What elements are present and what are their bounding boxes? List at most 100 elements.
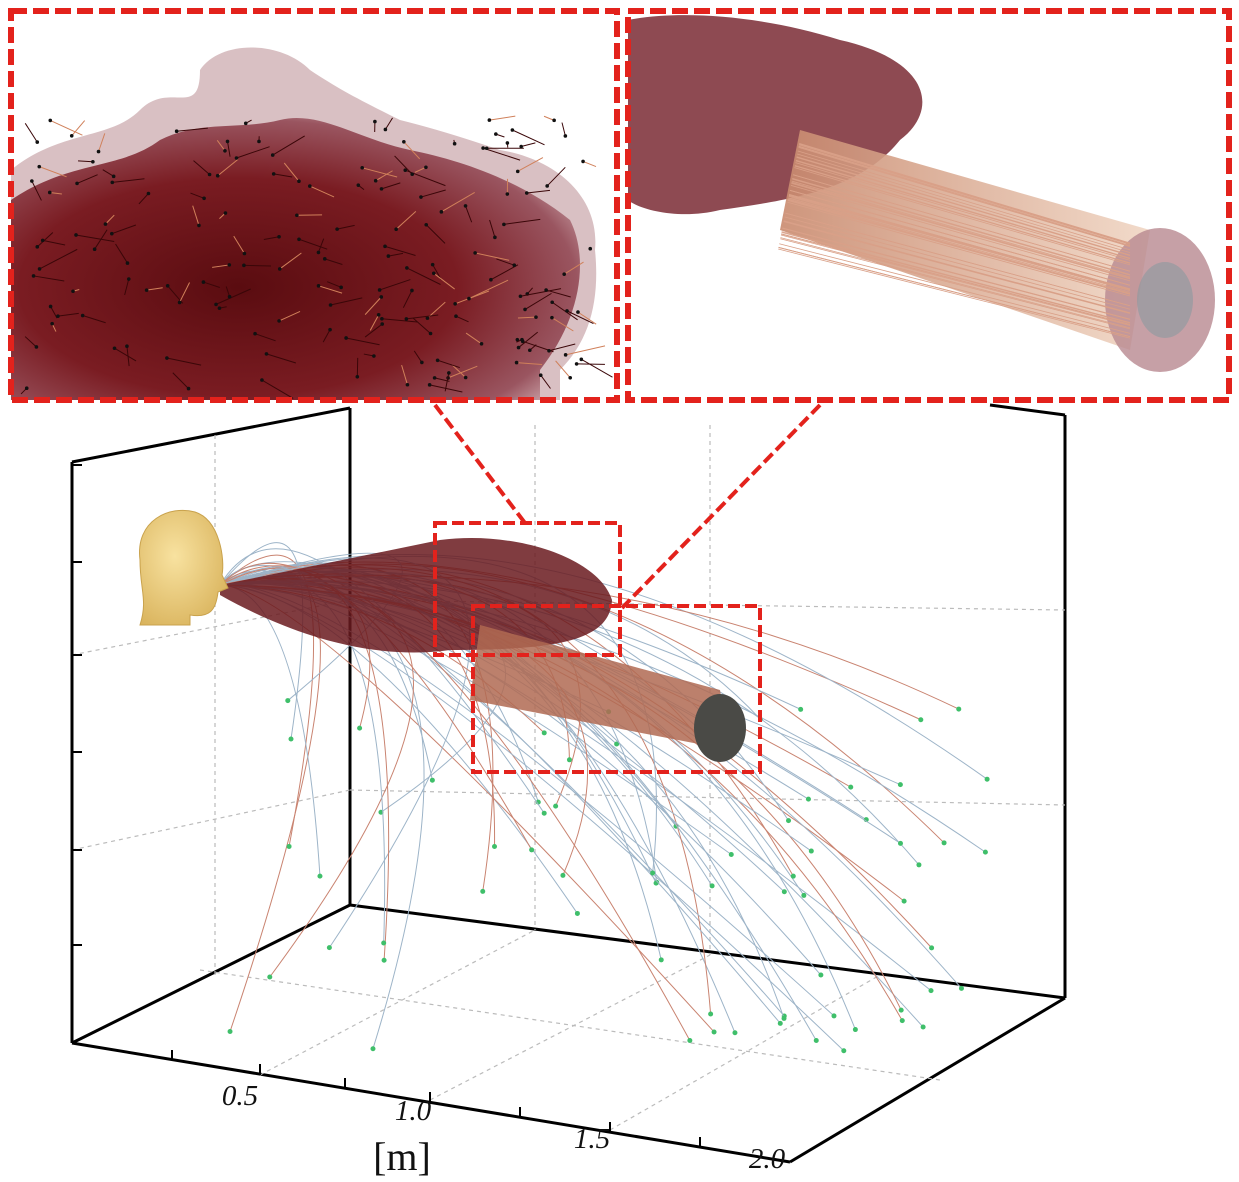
droplet [285, 698, 290, 703]
droplet [38, 267, 42, 271]
droplet [525, 191, 529, 195]
zoom-connector [622, 405, 820, 608]
droplet [428, 383, 432, 387]
droplet [48, 191, 52, 195]
droplet [379, 295, 383, 299]
droplet [512, 263, 516, 267]
droplet [520, 338, 524, 342]
droplet [853, 1027, 858, 1032]
zoom-connector [435, 405, 525, 523]
jet-front [694, 694, 746, 762]
droplet [360, 166, 364, 170]
droplet [317, 251, 321, 255]
droplet [81, 314, 85, 318]
droplet [942, 840, 947, 845]
droplet [419, 195, 423, 199]
droplet [110, 181, 114, 185]
droplet [224, 211, 228, 215]
droplet [272, 172, 276, 176]
droplet [35, 345, 39, 349]
droplet [410, 172, 414, 176]
droplet [494, 132, 498, 136]
droplet [145, 288, 149, 292]
droplet [515, 361, 519, 365]
inset-left [11, 11, 617, 400]
trajectory [220, 583, 424, 1049]
droplet [147, 192, 151, 196]
tick-label: 1.0 [395, 1095, 432, 1127]
droplet [383, 245, 387, 249]
strand [577, 364, 605, 365]
droplet [831, 1013, 836, 1018]
droplet [187, 387, 191, 391]
droplet [529, 847, 534, 852]
droplet [253, 332, 257, 336]
droplet [841, 1048, 846, 1053]
droplet [197, 224, 201, 228]
droplet [49, 305, 53, 309]
droplet [166, 284, 170, 288]
droplet [430, 778, 435, 783]
grid [72, 425, 1065, 1130]
droplet [267, 974, 272, 979]
droplet [432, 272, 436, 276]
droplet [542, 730, 547, 735]
trajectory [220, 585, 714, 1032]
droplet [467, 297, 471, 301]
droplet [568, 376, 572, 380]
droplet [242, 264, 246, 268]
droplet [567, 757, 572, 762]
droplet [517, 346, 521, 350]
droplet [227, 263, 231, 267]
tick-label: 1.5 [574, 1123, 610, 1155]
droplet [257, 140, 261, 144]
droplet [317, 874, 322, 879]
droplet [552, 119, 556, 123]
droplet [560, 873, 565, 878]
droplet [25, 386, 29, 390]
droplet [70, 134, 74, 138]
tick-label: 2.0 [749, 1143, 786, 1175]
droplet [729, 852, 734, 857]
droplet [380, 322, 384, 326]
droplet [277, 319, 281, 323]
droplet [202, 280, 206, 284]
droplet [394, 227, 398, 231]
droplet [97, 150, 101, 154]
droplet [506, 141, 510, 145]
droplet [898, 782, 903, 787]
droplet [202, 196, 206, 200]
droplet [328, 328, 332, 332]
droplet [929, 945, 934, 950]
droplet [782, 889, 787, 894]
droplet [30, 179, 34, 183]
droplet [809, 849, 814, 854]
droplet [545, 184, 549, 188]
droplet [528, 348, 532, 352]
droplet [287, 844, 292, 849]
strand [244, 265, 271, 266]
droplet [502, 223, 506, 227]
droplet [575, 911, 580, 916]
droplet [56, 314, 60, 318]
droplet [295, 213, 299, 217]
droplet [539, 373, 543, 377]
droplet [791, 874, 796, 879]
droplet [534, 315, 538, 319]
droplet [165, 356, 169, 360]
axis-unit: [m] [373, 1134, 431, 1179]
axes-box [72, 405, 1065, 1162]
droplet [433, 376, 437, 380]
droplet [778, 1021, 783, 1026]
droplet [480, 889, 485, 894]
figure: 0.5 1.0 1.5 2.0 [m] [0, 0, 1239, 1182]
droplet [453, 142, 457, 146]
droplet [357, 726, 362, 731]
droplet [464, 204, 468, 208]
droplet [110, 232, 114, 236]
droplet [308, 184, 312, 188]
droplet [454, 314, 458, 318]
droplet [814, 1038, 819, 1043]
droplet [580, 358, 584, 362]
droplet [104, 222, 108, 226]
